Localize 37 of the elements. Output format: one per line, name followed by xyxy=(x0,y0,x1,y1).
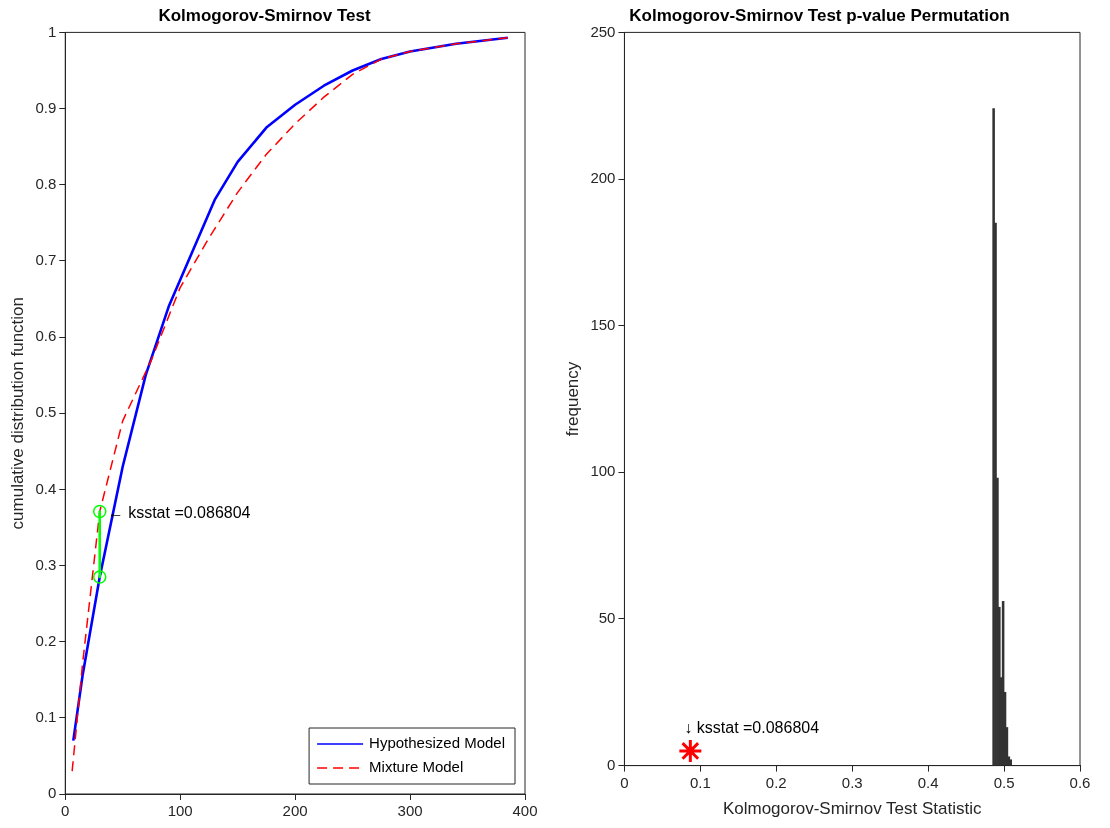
y-axis-title: frequency xyxy=(562,361,582,437)
x-tick-label: 300 xyxy=(397,802,423,820)
x-tick-label: 0 xyxy=(61,802,70,820)
x-axis-title: Kolmogorov-Smirnov Test Statistic xyxy=(722,799,982,819)
legend-label: Hypothesized Model xyxy=(369,734,506,752)
y-tick-label: 0 xyxy=(607,755,616,773)
y-tick-label: 100 xyxy=(590,462,616,480)
x-tick-label: 400 xyxy=(512,802,538,820)
legend-label: Mixture Model xyxy=(369,758,464,776)
y-tick-label: 0.3 xyxy=(35,555,57,573)
x-tick-label: 100 xyxy=(167,802,193,820)
x-tick-label: 0.6 xyxy=(1069,773,1091,791)
x-tick-label: 0.2 xyxy=(765,773,787,791)
annotation: ↓ ksstat =0.086804 xyxy=(684,719,820,737)
y-tick-label: 250 xyxy=(590,22,616,40)
y-tick-label: 0.4 xyxy=(35,479,57,497)
x-tick-label: 0.4 xyxy=(917,773,939,791)
x-tick-label: 0 xyxy=(620,773,629,791)
chart-title: Kolmogorov-Smirnov Test xyxy=(158,5,371,25)
y-tick-label: 200 xyxy=(590,169,616,187)
y-axis-title: cumulative distribution function xyxy=(7,296,27,530)
x-tick-label: 0.1 xyxy=(689,773,711,791)
y-tick-label: 0.8 xyxy=(35,174,57,192)
y-tick-label: 0.7 xyxy=(35,251,57,269)
y-tick-label: 150 xyxy=(590,315,616,333)
chart-title: Kolmogorov-Smirnov Test p-value Permutation xyxy=(629,5,1010,25)
y-tick-label: 0.1 xyxy=(35,707,57,725)
y-tick-label: 0.6 xyxy=(35,327,57,345)
x-tick-label: 200 xyxy=(282,802,308,820)
y-tick-label: 0.5 xyxy=(35,403,57,421)
x-tick-label: 0.3 xyxy=(841,773,863,791)
y-tick-label: 50 xyxy=(598,609,616,627)
y-tick-label: 0.2 xyxy=(35,631,57,649)
y-tick-label: 1 xyxy=(47,22,57,40)
y-tick-label: 0 xyxy=(47,784,57,802)
x-tick-label: 0.5 xyxy=(993,773,1015,791)
y-tick-label: 0.9 xyxy=(35,98,57,116)
